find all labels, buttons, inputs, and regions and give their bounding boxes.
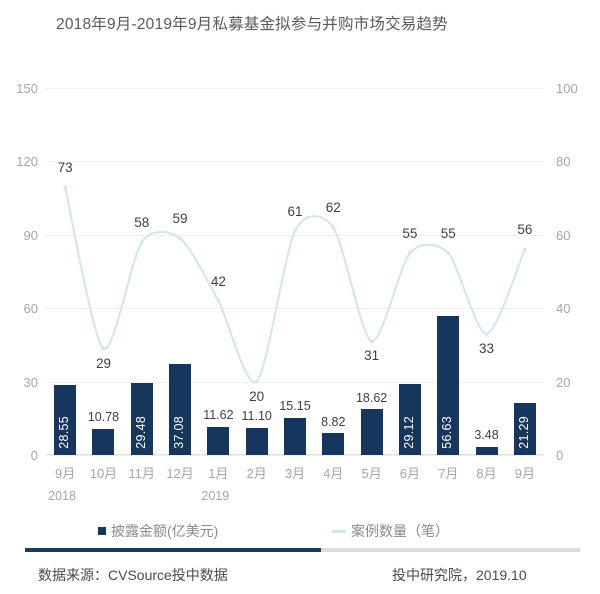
- data-source-note: 数据来源：CVSource投中数据: [38, 567, 228, 583]
- bar-value-label: 29.48: [133, 416, 148, 449]
- plot-area: 28.55 10.78 29.48 37.08 11.62 11.10 15.15 8.82 1…: [46, 88, 544, 456]
- gridline: [46, 455, 544, 456]
- right-axis-tick: 60: [556, 227, 571, 243]
- bar[interactable]: [54, 385, 77, 455]
- bar[interactable]: [513, 402, 536, 455]
- bar[interactable]: [475, 446, 498, 455]
- line-point[interactable]: [484, 332, 489, 336]
- legend-item-disclosed-amount[interactable]: 披露金额(亿美元): [98, 521, 218, 541]
- bar[interactable]: [245, 427, 268, 455]
- line-value-label: 55: [402, 226, 418, 242]
- gridline: [46, 381, 544, 383]
- bar-value-label: 37.08: [172, 416, 187, 449]
- line-value-label: 62: [325, 200, 341, 216]
- gridline: [46, 161, 544, 163]
- category-tick-label: 8月: [476, 466, 497, 481]
- line-value-label: 20: [249, 388, 265, 404]
- bar-value-label: 21.29: [516, 416, 531, 449]
- left-axis-tick: 30: [23, 374, 38, 390]
- category-tick-label: 7月: [438, 466, 459, 481]
- line-point[interactable]: [101, 346, 106, 351]
- bar-value-label: 28.55: [57, 416, 72, 449]
- category-tick-label: 9月: [55, 466, 76, 481]
- line-value-label: 55: [440, 226, 456, 242]
- bar-value-label: 11.10: [241, 409, 272, 424]
- bar[interactable]: [169, 364, 192, 455]
- bar-value-label: 11.62: [203, 408, 234, 423]
- year-group-label: 2018: [48, 489, 76, 503]
- right-axis-tick: 100: [556, 81, 578, 96]
- bar[interactable]: [207, 426, 230, 455]
- left-axis-tick: 60: [23, 301, 38, 317]
- bar-value-label: 8.82: [321, 414, 346, 429]
- category-tick-label: 11月: [128, 466, 156, 481]
- right-axis-tick: 40: [556, 301, 571, 317]
- line-value-label: 73: [57, 160, 73, 176]
- legend-item-case-count[interactable]: 案例数量（笔）: [332, 521, 449, 541]
- line-value-label: 56: [517, 222, 533, 238]
- gridline: [46, 88, 544, 89]
- bar[interactable]: [284, 417, 306, 455]
- left-axis-tick: 0: [30, 448, 38, 463]
- line-value-label: 42: [210, 273, 226, 289]
- bar[interactable]: [322, 433, 345, 455]
- legend-bar-swatch-icon: [98, 527, 106, 535]
- line-point[interactable]: [369, 339, 374, 344]
- right-axis-tick: 80: [556, 154, 571, 170]
- bar-value-label: 3.48: [474, 428, 499, 442]
- category-tick-label: 10月: [89, 466, 118, 481]
- category-tick-label: 2月: [246, 466, 267, 481]
- line-value-label: 29: [95, 355, 111, 371]
- line-point[interactable]: [139, 240, 144, 244]
- bar[interactable]: [360, 409, 383, 455]
- line-point[interactable]: [178, 236, 182, 241]
- line-value-label: 58: [134, 215, 150, 231]
- line-value-label: 61: [287, 204, 303, 220]
- left-axis-tick: 120: [16, 154, 38, 170]
- bar-value-label: 56.63: [440, 416, 455, 449]
- category-tick-label: 3月: [284, 466, 306, 481]
- category-tick-label: 4月: [323, 466, 344, 481]
- legend-item-label: 披露金额(亿美元): [111, 523, 219, 539]
- bar-value-label: 18.62: [355, 390, 388, 405]
- category-tick-label: 6月: [399, 466, 421, 481]
- chart-title: 2018年9月-2019年9月私募基金拟参与并购市场交易趋势: [56, 16, 448, 33]
- line-point[interactable]: [293, 229, 297, 233]
- footer-divider-accent: [25, 548, 321, 552]
- bar-value-label: 10.78: [87, 410, 120, 425]
- legend-line-swatch-icon: [332, 529, 346, 533]
- category-tick-label: 9月: [514, 466, 535, 481]
- bar[interactable]: [130, 382, 153, 455]
- line-value-label: 59: [172, 211, 188, 227]
- right-axis-tick: 20: [556, 374, 571, 390]
- line-point[interactable]: [523, 247, 527, 252]
- gridline: [46, 308, 544, 310]
- category-tick-label: 1月: [208, 466, 229, 481]
- bar[interactable]: [92, 428, 115, 455]
- line-point[interactable]: [216, 299, 221, 303]
- line-point[interactable]: [408, 251, 412, 255]
- line-point[interactable]: [63, 185, 67, 189]
- bar[interactable]: [398, 383, 421, 455]
- category-tick-label: 5月: [361, 466, 382, 481]
- line-point[interactable]: [446, 251, 451, 255]
- publisher-note: 投中研究院，2019.10: [392, 567, 527, 583]
- bar-value-label: 15.15: [279, 399, 311, 414]
- bar-value-label: 29.12: [401, 416, 416, 449]
- right-axis-tick: 0: [556, 448, 564, 463]
- category-tick-label: 12月: [166, 466, 194, 481]
- line-value-label: 31: [364, 348, 380, 364]
- left-axis-tick: 90: [23, 227, 38, 243]
- gridline: [46, 234, 544, 236]
- line-point[interactable]: [331, 225, 336, 230]
- footer-divider: [25, 548, 580, 552]
- chart-legend: 披露金额(亿美元) 案例数量（笔）: [0, 519, 600, 543]
- year-group-label: 2019: [201, 489, 230, 503]
- left-axis-tick: 150: [16, 81, 38, 96]
- line-value-label: 33: [479, 340, 495, 356]
- legend-item-label: 案例数量（笔）: [351, 523, 449, 539]
